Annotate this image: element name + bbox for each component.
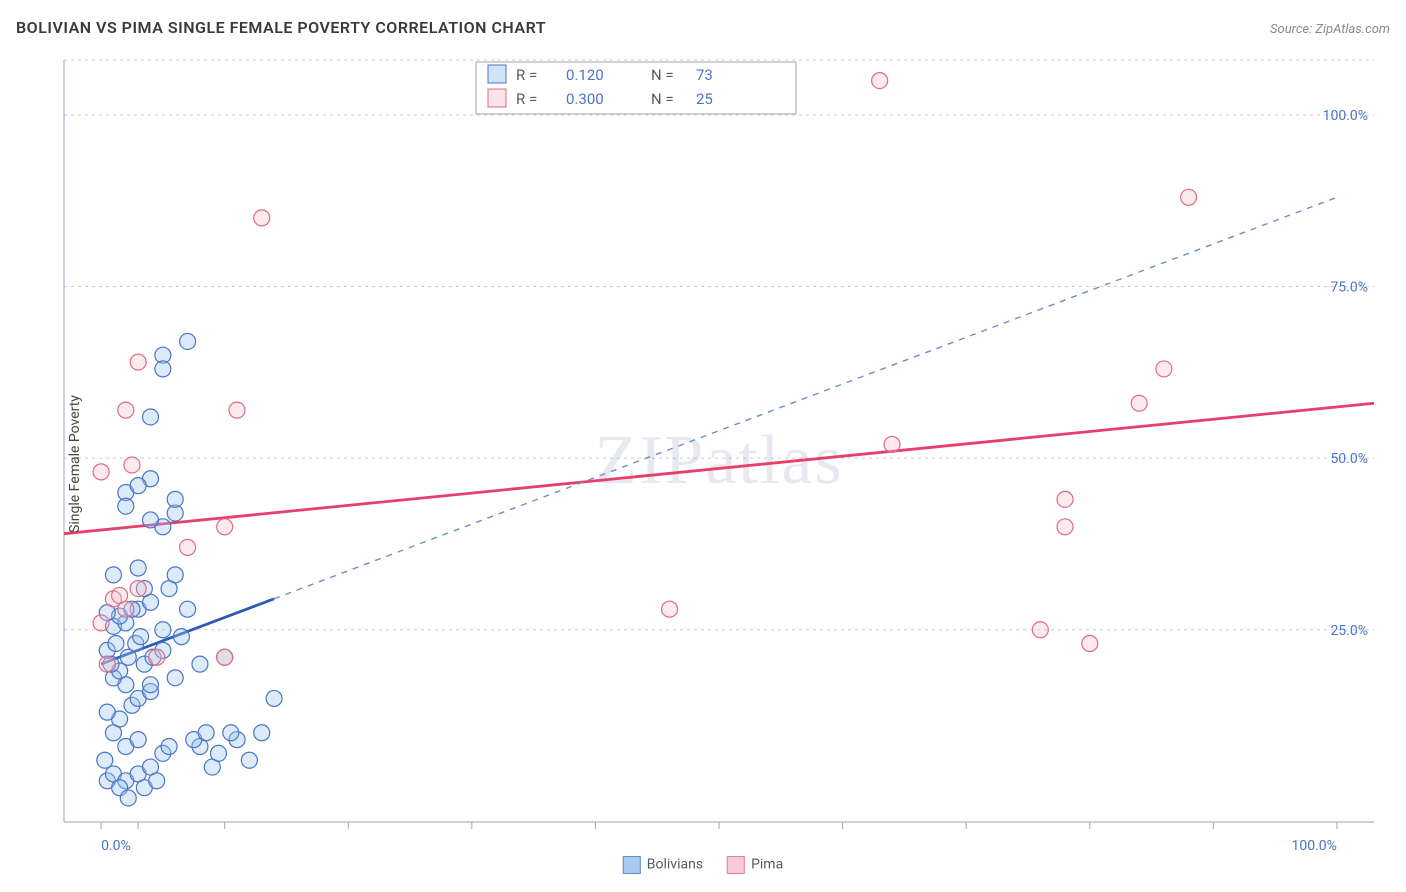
- legend-n-value: 73: [696, 66, 713, 84]
- bolivians-point: [210, 745, 226, 761]
- source-credit: Source: ZipAtlas.com: [1270, 22, 1390, 37]
- pima-point: [217, 649, 233, 665]
- pima-point: [130, 354, 146, 370]
- pima-point: [229, 402, 245, 418]
- chart-title: BOLIVIAN VS PIMA SINGLE FEMALE POVERTY C…: [16, 18, 546, 37]
- top-legend: R = 0.120 N = 73 R = 0.300 N = 25: [476, 62, 796, 114]
- bolivians-point: [155, 622, 171, 638]
- pima-point: [93, 615, 109, 631]
- bolivians-point: [130, 560, 146, 576]
- legend-label: Pima: [751, 857, 783, 873]
- bolivians-point: [161, 738, 177, 754]
- y-tick-label: 100.0%: [1323, 108, 1368, 124]
- pima-point: [254, 210, 270, 226]
- bolivians-point: [130, 732, 146, 748]
- bolivians-point: [180, 601, 196, 617]
- pima-point: [1082, 636, 1098, 652]
- y-axis-label: Single Female Poverty: [67, 395, 83, 533]
- legend-r-value: 0.120: [566, 66, 604, 84]
- pima-point: [1057, 519, 1073, 535]
- bolivians-point: [149, 773, 165, 789]
- legend-r-label: R =: [516, 90, 537, 108]
- bolivians-point: [198, 725, 214, 741]
- bolivians-point: [180, 333, 196, 349]
- x-tick-label: 100.0%: [1292, 838, 1337, 854]
- legend-swatch: [623, 856, 641, 874]
- legend-r-value: 0.300: [566, 90, 604, 108]
- legend-n-label: N =: [651, 66, 674, 84]
- bolivians-point: [167, 491, 183, 507]
- pima-point: [1032, 622, 1048, 638]
- bolivians-point: [266, 690, 282, 706]
- bottom-legend: Bolivians Pima: [623, 856, 783, 874]
- bolivians-point: [173, 629, 189, 645]
- pima-point: [884, 436, 900, 452]
- bolivians-point: [167, 567, 183, 583]
- bolivians-point: [130, 478, 146, 494]
- legend-label: Bolivians: [647, 857, 703, 873]
- bolivians-point: [254, 725, 270, 741]
- bolivians-point: [108, 636, 124, 652]
- pima-point: [130, 581, 146, 597]
- pima-point: [1057, 491, 1073, 507]
- legend-swatch: [488, 89, 506, 107]
- bolivians-point: [99, 704, 115, 720]
- pima-point: [662, 601, 678, 617]
- chart-container: Single Female Poverty ZIPatlas0.0%100.0%…: [16, 52, 1390, 876]
- pima-point: [93, 464, 109, 480]
- y-tick-label: 75.0%: [1330, 280, 1368, 296]
- bolivians-point: [118, 498, 134, 514]
- pima-point: [1131, 395, 1147, 411]
- bolivians-point: [143, 409, 159, 425]
- bolivians-point: [133, 629, 149, 645]
- bolivians-point: [155, 361, 171, 377]
- legend-r-label: R =: [516, 66, 537, 84]
- legend-swatch: [488, 65, 506, 83]
- x-tick-label: 0.0%: [101, 838, 131, 854]
- scatter-chart: ZIPatlas0.0%100.0%25.0%50.0%75.0%100.0%R…: [16, 52, 1390, 876]
- pima-point: [99, 656, 115, 672]
- pima-point: [124, 457, 140, 473]
- y-tick-label: 50.0%: [1330, 451, 1368, 467]
- legend-n-label: N =: [651, 90, 674, 108]
- bolivians-point: [105, 567, 121, 583]
- bottom-legend-item: Bolivians: [623, 856, 703, 874]
- bolivians-point: [192, 656, 208, 672]
- legend-n-value: 25: [696, 90, 713, 108]
- pima-point: [149, 649, 165, 665]
- bolivians-point: [167, 670, 183, 686]
- pima-point: [180, 539, 196, 555]
- bottom-legend-item: Pima: [727, 856, 783, 874]
- pima-point: [872, 73, 888, 89]
- pima-point: [217, 519, 233, 535]
- legend-swatch: [727, 856, 745, 874]
- bolivians-trendline-dash: [274, 197, 1337, 598]
- bolivians-point: [223, 725, 239, 741]
- bolivians-point: [97, 752, 113, 768]
- pima-point: [112, 587, 128, 603]
- bolivians-point: [143, 512, 159, 528]
- pima-point: [118, 402, 134, 418]
- y-tick-label: 25.0%: [1330, 623, 1368, 639]
- bolivians-point: [120, 790, 136, 806]
- bolivians-point: [241, 752, 257, 768]
- pima-point: [1181, 189, 1197, 205]
- bolivians-point: [143, 677, 159, 693]
- pima-point: [1156, 361, 1172, 377]
